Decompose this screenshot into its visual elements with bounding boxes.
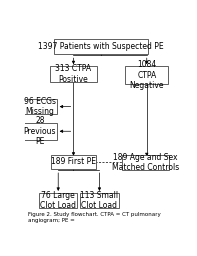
FancyBboxPatch shape <box>80 193 119 208</box>
Text: 76 Large
Clot Load: 76 Large Clot Load <box>40 190 76 210</box>
FancyBboxPatch shape <box>54 39 148 54</box>
Text: 96 ECGs
Missing: 96 ECGs Missing <box>24 97 56 116</box>
Text: 28
Previous
PE: 28 Previous PE <box>24 116 56 146</box>
FancyBboxPatch shape <box>22 99 58 114</box>
FancyBboxPatch shape <box>39 193 77 208</box>
FancyBboxPatch shape <box>50 66 97 82</box>
FancyBboxPatch shape <box>51 155 96 169</box>
Text: 313 CTPA
Positive: 313 CTPA Positive <box>55 65 92 84</box>
Text: Figure 2. Study flowchart. CTPA = CT pulmonary
angiogram; PE =: Figure 2. Study flowchart. CTPA = CT pul… <box>28 212 160 223</box>
FancyBboxPatch shape <box>22 123 58 140</box>
Text: 189 First PE: 189 First PE <box>51 157 96 166</box>
Text: 1084
CTPA
Negative: 1084 CTPA Negative <box>129 60 164 90</box>
FancyBboxPatch shape <box>122 155 169 170</box>
Text: 113 Small
Clot Load: 113 Small Clot Load <box>80 190 119 210</box>
Text: 1397 Patients with Suspected PE: 1397 Patients with Suspected PE <box>38 42 164 51</box>
FancyBboxPatch shape <box>125 66 168 84</box>
Text: 189 Age and Sex
Matched Controls: 189 Age and Sex Matched Controls <box>112 153 179 173</box>
